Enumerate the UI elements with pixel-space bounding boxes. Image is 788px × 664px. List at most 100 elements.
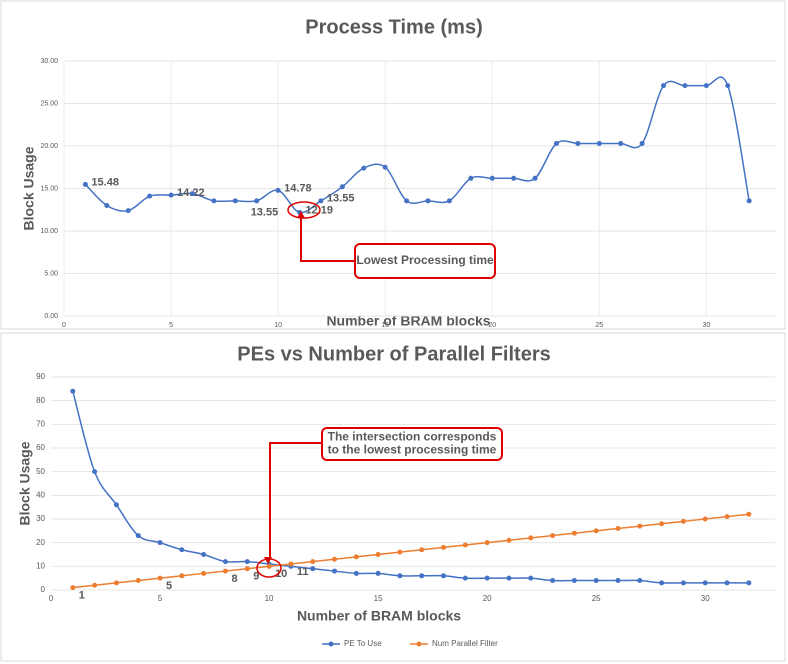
data-point [147, 193, 153, 199]
data-point [232, 198, 238, 204]
data-point [593, 578, 599, 584]
data-point [615, 525, 621, 531]
data-point [506, 575, 512, 581]
data-point [189, 191, 195, 197]
data-point [244, 559, 250, 565]
data-point [550, 533, 556, 539]
y-tick-label: 30.00 [40, 58, 58, 65]
data-point [441, 544, 447, 550]
data-point [135, 533, 141, 539]
data-point [70, 388, 76, 394]
data-point [244, 566, 250, 572]
data-point [746, 198, 752, 204]
data-point [104, 203, 110, 208]
y-axis-title: Block Usage [21, 146, 37, 230]
data-point [92, 469, 98, 475]
callout-arrow [300, 218, 355, 262]
y-tick-label: 20 [36, 538, 45, 547]
y-tick-label: 0.00 [44, 313, 58, 320]
data-point [550, 578, 556, 584]
data-point [70, 585, 76, 591]
data-label: 8 [231, 573, 237, 585]
data-point [615, 578, 621, 584]
data-point [661, 83, 667, 89]
data-point [596, 140, 602, 146]
data-point [682, 83, 688, 89]
data-point [637, 578, 643, 584]
data-point [659, 580, 665, 586]
data-point [404, 198, 410, 204]
data-point [275, 187, 281, 193]
x-tick-label: 0 [49, 594, 54, 603]
data-point [528, 535, 534, 541]
arrow-head [297, 211, 305, 218]
data-point [419, 573, 425, 579]
data-point [201, 570, 207, 576]
y-tick-label: 70 [36, 419, 45, 428]
chart-title: PEs vs Number of Parallel Filters [237, 343, 550, 365]
data-point [382, 164, 388, 170]
x-tick-label: 20 [488, 322, 496, 329]
data-point [746, 580, 752, 586]
callout-text: to the lowest processing time [328, 443, 497, 457]
data-point [201, 552, 207, 557]
y-tick-label: 5.00 [44, 270, 58, 277]
data-point [680, 580, 686, 586]
data-point [703, 83, 709, 89]
data-point [553, 140, 559, 146]
y-tick-label: 25.00 [40, 100, 58, 107]
callout-box [354, 243, 496, 279]
data-point [179, 573, 185, 579]
callout-text: Lowest Processing time [356, 253, 494, 267]
x-tick-label: 0 [62, 322, 66, 329]
data-point [724, 514, 730, 520]
x-tick-label: 5 [158, 594, 163, 603]
x-tick-label: 30 [701, 594, 710, 603]
data-point [222, 559, 228, 565]
data-point [254, 198, 260, 204]
legend-marker [328, 641, 334, 647]
x-tick-label: 25 [592, 594, 601, 603]
data-label: 14.78 [284, 182, 312, 194]
data-point [339, 184, 345, 190]
x-axis-title: Number of BRAM blocks [326, 313, 490, 329]
data-point [397, 573, 403, 579]
data-point [135, 578, 141, 584]
data-point [419, 547, 425, 553]
data-point [575, 140, 581, 146]
data-point [746, 511, 752, 517]
data-point [571, 530, 577, 536]
data-point [310, 566, 316, 572]
data-point [310, 559, 316, 565]
data-point [211, 198, 217, 204]
legend-marker [416, 641, 422, 647]
data-point [639, 140, 645, 146]
data-label: 11 [297, 566, 309, 578]
x-tick-label: 10 [274, 322, 282, 329]
y-tick-label: 50 [36, 467, 45, 476]
callout-box [321, 427, 503, 461]
y-axis-title: Block Usage [17, 441, 33, 525]
data-point [571, 578, 577, 584]
data-label: 13.55 [251, 207, 279, 219]
data-point [82, 181, 88, 187]
legend-label: Num Parallel Filter [432, 639, 498, 648]
x-tick-label: 10 [265, 594, 274, 603]
data-point [446, 198, 452, 204]
data-point [593, 528, 599, 534]
data-point [532, 175, 538, 181]
data-point [361, 165, 367, 171]
data-point [375, 570, 381, 576]
data-point [468, 175, 474, 181]
data-point [397, 549, 403, 555]
data-point [637, 523, 643, 529]
y-tick-label: 15.00 [40, 185, 58, 192]
data-point [113, 580, 119, 586]
panel-border [0, 332, 786, 662]
data-point [353, 554, 359, 560]
data-point [725, 83, 731, 89]
data-point [179, 547, 185, 553]
data-point [331, 556, 337, 562]
data-point [318, 198, 324, 204]
